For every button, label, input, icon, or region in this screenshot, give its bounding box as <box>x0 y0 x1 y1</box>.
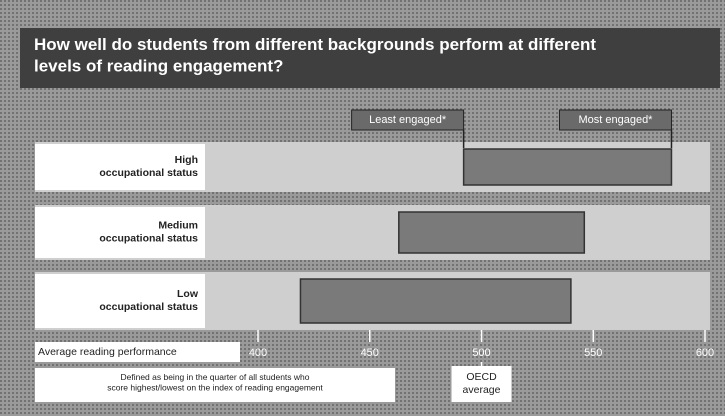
reference-label: OECD average <box>463 371 501 396</box>
x-tick-label: 600 <box>696 347 714 359</box>
x-tick-label: 550 <box>584 347 602 359</box>
footnote-box <box>35 368 395 402</box>
category-label: High occupational status <box>99 154 198 179</box>
chart-title: How well do students from different back… <box>34 35 596 75</box>
category-box <box>35 144 205 190</box>
x-tick-label: 450 <box>361 347 379 359</box>
range-bar <box>398 211 586 254</box>
x-tick-label: 400 <box>249 347 267 359</box>
footnote: Defined as being in the quarter of all s… <box>107 372 323 393</box>
title-box <box>20 28 720 88</box>
x-axis-label: Average reading performance <box>38 346 177 358</box>
category-box <box>35 207 205 258</box>
x-label-box <box>35 342 240 362</box>
legend-label: Most engaged* <box>578 114 653 126</box>
legend-box <box>558 109 672 131</box>
legend-box <box>351 109 465 131</box>
reference-box <box>451 366 512 402</box>
legend-label: Least engaged* <box>369 114 447 126</box>
x-tick-label: 500 <box>472 347 490 359</box>
category-label: Medium occupational status <box>99 219 198 244</box>
category-label: Low occupational status <box>99 288 198 313</box>
range-bar <box>299 278 572 324</box>
category-box <box>35 274 205 328</box>
range-bar <box>462 148 673 186</box>
